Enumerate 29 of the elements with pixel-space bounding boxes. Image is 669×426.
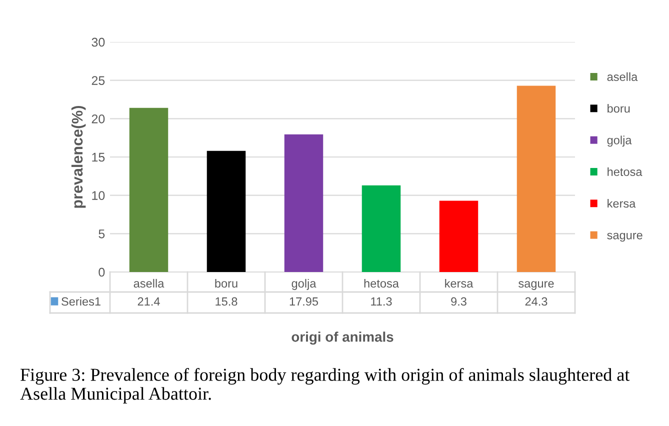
category-label: asella [607, 72, 638, 82]
x-tick-label: kersa [445, 278, 474, 288]
y-tick-label: 10 [92, 191, 105, 200]
y-tick-label: 20 [92, 114, 105, 124]
y-tick-label: 0 [98, 268, 105, 277]
x-tick-label: sagure [518, 281, 554, 290]
y-tick-label: 15 [92, 152, 105, 162]
x-axis-title: origi of animals [292, 332, 394, 345]
category-label: kersa [608, 198, 636, 208]
category-label: boru [608, 104, 630, 113]
category-label: hetosa [608, 167, 642, 176]
x-tick-label: boru [215, 278, 238, 288]
data-label: 17.95 [290, 297, 318, 306]
text: Series1 [62, 296, 100, 306]
data-label: 21.4 [138, 297, 160, 306]
y-tick-label: 30 [92, 38, 105, 47]
data-label: 24.3 [525, 297, 548, 306]
data-label: 9.3 [451, 297, 466, 306]
y-tick-label: 5 [98, 230, 105, 238]
category-label: sagure [607, 232, 642, 242]
y-axis-title: prevalence(%) [71, 106, 86, 208]
x-tick-label: hetosa [364, 278, 399, 288]
x-tick-label: asella [134, 278, 164, 288]
x-tick-label: golja [292, 278, 316, 290]
category-label: golja [607, 136, 632, 147]
y-tick-label: 25 [92, 76, 105, 85]
data-label: 15.8 [216, 297, 238, 306]
caption: Figure 3: Prevalence of foreign body regarding with origin of animals slaughtered at Asella Municipal Abattoir. [20, 368, 630, 404]
data-label: 11.3 [371, 297, 392, 306]
